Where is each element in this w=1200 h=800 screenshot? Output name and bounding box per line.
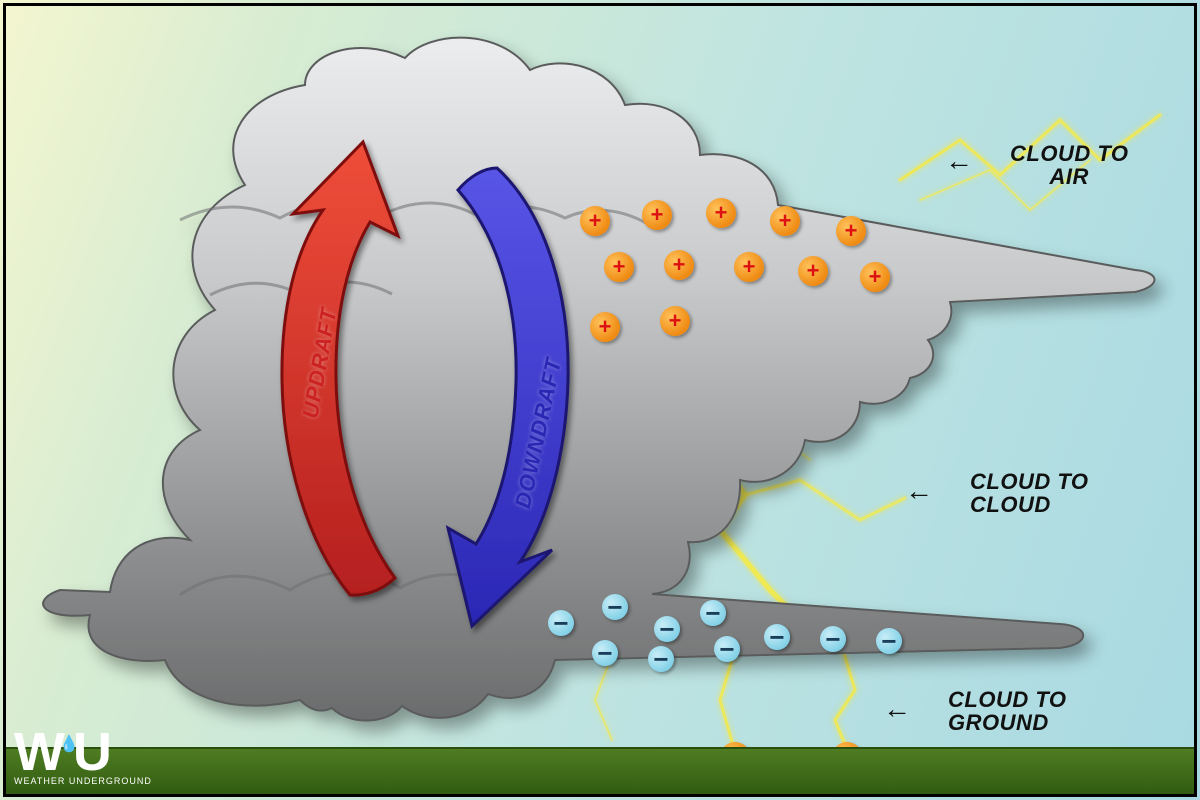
- cumulonimbus-cloud: [43, 38, 1154, 721]
- positive-charge: +: [706, 198, 736, 228]
- callout-cloud-to-air: ← CLOUD TO AIR: [1010, 142, 1128, 188]
- positive-charge: +: [660, 306, 690, 336]
- brand-logo: W 💧 U WEATHER UNDERGROUND: [14, 731, 152, 786]
- positive-charge: +: [604, 252, 634, 282]
- positive-charge: +: [836, 216, 866, 246]
- positive-charge: +: [590, 312, 620, 342]
- callout-cloud-to-ground: ← CLOUD TO GROUND: [948, 688, 1066, 734]
- positive-charge: +: [770, 206, 800, 236]
- negative-charge: −: [820, 626, 846, 652]
- negative-charge: −: [714, 636, 740, 662]
- negative-charge: −: [876, 628, 902, 654]
- ground-strip: [3, 747, 1197, 797]
- negative-charge: −: [602, 594, 628, 620]
- negative-charge: −: [764, 624, 790, 650]
- negative-charge: −: [592, 640, 618, 666]
- negative-charge: −: [548, 610, 574, 636]
- positive-charge: +: [798, 256, 828, 286]
- arrow-left-icon: ←: [905, 476, 934, 505]
- positive-charge: +: [664, 250, 694, 280]
- negative-charge: −: [700, 600, 726, 626]
- diagram-svg: [0, 0, 1200, 800]
- negative-charge: −: [654, 616, 680, 642]
- arrow-left-icon: ←: [883, 694, 912, 723]
- positive-charge: +: [860, 262, 890, 292]
- positive-charge: +: [580, 206, 610, 236]
- diagram-stage: UPDRAFT DOWNDRAFT ++++++++++++−−−−−−−−−−…: [0, 0, 1200, 800]
- arrow-left-icon: ←: [945, 146, 974, 175]
- callout-cloud-to-cloud: ← CLOUD TO CLOUD: [970, 470, 1088, 516]
- brand-tagline: WEATHER UNDERGROUND: [14, 776, 152, 786]
- negative-charge: −: [648, 646, 674, 672]
- positive-charge: +: [734, 252, 764, 282]
- positive-charge: +: [642, 200, 672, 230]
